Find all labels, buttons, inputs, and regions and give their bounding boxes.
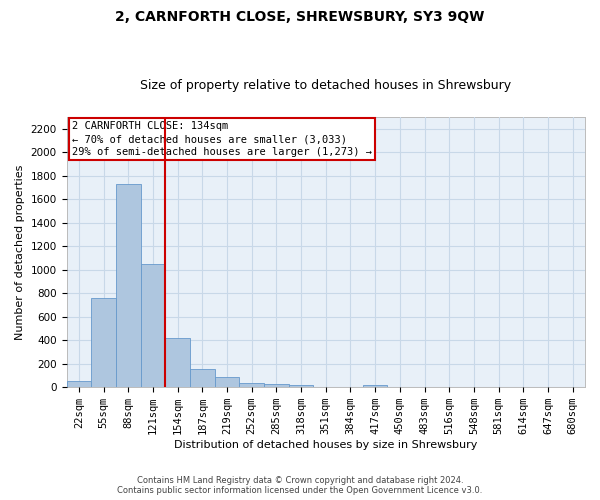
Bar [165,338,190,387]
Bar [67,381,91,387]
Bar [239,382,264,387]
Bar [190,369,215,387]
Bar [91,298,116,387]
Title: Size of property relative to detached houses in Shrewsbury: Size of property relative to detached ho… [140,79,511,92]
Bar [289,385,313,387]
Bar [264,384,289,387]
Text: 2, CARNFORTH CLOSE, SHREWSBURY, SY3 9QW: 2, CARNFORTH CLOSE, SHREWSBURY, SY3 9QW [115,10,485,24]
Bar [140,264,165,387]
Bar [215,377,239,387]
Bar [116,184,140,387]
X-axis label: Distribution of detached houses by size in Shrewsbury: Distribution of detached houses by size … [174,440,478,450]
Text: Contains HM Land Registry data © Crown copyright and database right 2024.
Contai: Contains HM Land Registry data © Crown c… [118,476,482,495]
Text: 2 CARNFORTH CLOSE: 134sqm
← 70% of detached houses are smaller (3,033)
29% of se: 2 CARNFORTH CLOSE: 134sqm ← 70% of detac… [72,121,372,157]
Bar [363,386,388,387]
Y-axis label: Number of detached properties: Number of detached properties [15,164,25,340]
